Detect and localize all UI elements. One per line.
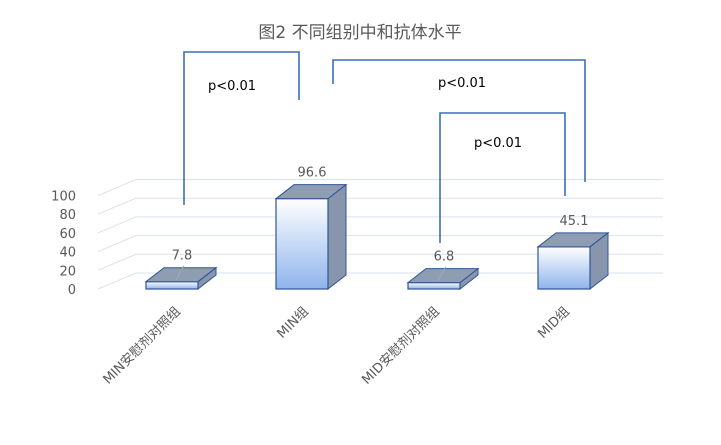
- category-label: MID安慰剂对照组: [359, 304, 442, 387]
- category-label: MID组: [535, 304, 573, 342]
- y-tick-label: 80: [59, 208, 76, 223]
- bar-top: [144, 267, 218, 283]
- bar-value-label: 45.1: [560, 214, 589, 229]
- category-labels: MIN安慰剂对照组 MIN组 MID安慰剂对照组 MID组: [101, 304, 573, 387]
- significance-brackets: p<0.01 p<0.01 p<0.01: [183, 51, 586, 243]
- y-tick-label: 0: [68, 283, 76, 298]
- p-value-label: p<0.01: [208, 79, 256, 94]
- bar-value-label: 7.8: [172, 249, 193, 264]
- grid-line: [97, 253, 663, 271]
- significance-bracket: [332, 59, 586, 182]
- significance-bracket: [183, 51, 300, 205]
- p-value-label: p<0.01: [474, 136, 522, 151]
- bar-value-label: 96.6: [298, 166, 327, 181]
- value-labels: 7.8 96.6 6.8 45.1: [172, 166, 589, 281]
- value-leader-line: [175, 265, 185, 280]
- value-leader-line: [437, 266, 447, 281]
- bars: [144, 183, 610, 291]
- p-value-label: p<0.01: [438, 76, 486, 91]
- y-axis-ticks: 0 20 40 60 80 100: [51, 190, 76, 299]
- bar-front: [145, 281, 199, 290]
- grid-line: [97, 272, 663, 290]
- y-tick-label: 100: [51, 190, 76, 205]
- bar-front: [407, 282, 461, 290]
- grid-line: [97, 216, 663, 234]
- bar-front: [537, 246, 591, 290]
- significance-bracket: [439, 112, 566, 243]
- grid-line: [97, 197, 663, 215]
- bar-top: [536, 232, 610, 248]
- bar: [406, 267, 480, 291]
- chart-title: 图2 不同组别中和抗体水平: [258, 23, 461, 43]
- bar-top: [274, 184, 348, 200]
- bar-top: [406, 268, 480, 284]
- category-label: MIN安慰剂对照组: [101, 304, 184, 387]
- bar: [536, 231, 610, 291]
- y-tick-label: 20: [59, 264, 76, 279]
- bar: [274, 183, 348, 291]
- bar: [144, 266, 218, 291]
- y-tick-label: 40: [59, 246, 76, 261]
- grid-line: [97, 179, 663, 196]
- grid-lines: [97, 179, 663, 290]
- bar-value-label: 6.8: [434, 250, 455, 265]
- bar-front: [275, 198, 329, 290]
- bar-side: [327, 183, 347, 291]
- y-tick-label: 60: [59, 227, 76, 242]
- category-label: MIN组: [275, 304, 312, 341]
- grid-line: [97, 235, 663, 253]
